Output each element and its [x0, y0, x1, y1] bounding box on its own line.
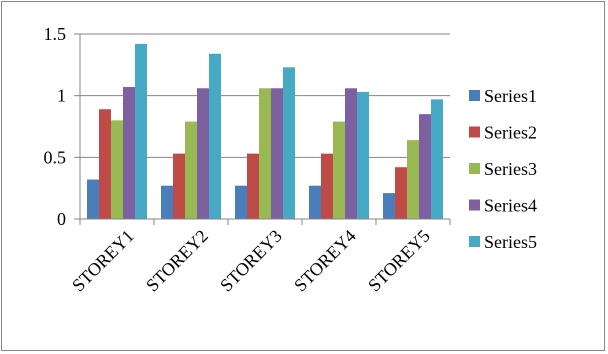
legend-swatch-series3 [469, 163, 480, 174]
bar-series1-storey2 [161, 185, 173, 219]
bars [87, 43, 443, 220]
bar-series2-storey5 [395, 167, 407, 219]
bar-series2-storey3 [247, 153, 259, 219]
y-tick-label: 1.5 [44, 24, 67, 44]
bar-series2-storey1 [99, 109, 111, 219]
legend-swatch-series4 [469, 199, 480, 211]
y-tick-label: 0 [57, 209, 66, 229]
bar-series3-storey5 [407, 140, 419, 219]
x-tick-label: STOREY3 [216, 226, 286, 296]
bar-series2-storey2 [173, 153, 185, 219]
bar-series4-storey3 [271, 88, 283, 220]
legend-label-series2: Series2 [484, 123, 537, 143]
axes [74, 33, 451, 225]
legend-swatch-series1 [469, 90, 480, 101]
y-tick-labels: 0 0.5 1 1.5 [44, 24, 67, 229]
legend-swatch-series5 [469, 236, 480, 247]
legend: Series1 Series2 Series3 Series4 Series5 [469, 86, 537, 252]
x-tick-label: STOREY1 [68, 226, 138, 296]
legend-label-series3: Series3 [484, 159, 537, 179]
bar-series1-storey3 [235, 185, 247, 219]
bar-series5-storey1 [135, 43, 147, 219]
legend-label-series1: Series1 [484, 86, 537, 106]
bar-series5-storey4 [357, 91, 369, 219]
bar-series3-storey4 [333, 121, 345, 219]
bar-series1-storey1 [87, 179, 99, 219]
bar-series5-storey5 [431, 99, 443, 219]
bar-series4-storey5 [419, 114, 431, 219]
bar-series4-storey1 [123, 87, 135, 220]
x-tick-labels: STOREY1 STOREY2 STOREY3 STOREY4 STOREY5 [68, 226, 434, 296]
bar-series4-storey4 [345, 88, 357, 220]
bar-series3-storey3 [259, 88, 271, 220]
bar-series3-storey1 [111, 120, 123, 219]
bar-series1-storey4 [309, 185, 321, 219]
bar-series4-storey2 [197, 88, 209, 220]
bar-series5-storey3 [283, 67, 295, 219]
x-tick-label: STOREY5 [364, 226, 434, 296]
y-tick-label: 0.5 [44, 147, 67, 167]
legend-label-series5: Series5 [484, 232, 537, 252]
y-tick-label: 1 [57, 86, 66, 106]
legend-swatch-series2 [469, 126, 480, 138]
bar-series1-storey5 [383, 193, 395, 219]
bar-series5-storey2 [209, 53, 221, 219]
x-tick-label: STOREY4 [290, 226, 360, 296]
legend-label-series4: Series4 [484, 196, 537, 216]
bar-series2-storey4 [321, 153, 333, 219]
bar-series3-storey2 [185, 121, 197, 219]
x-tick-label: STOREY2 [142, 226, 212, 296]
